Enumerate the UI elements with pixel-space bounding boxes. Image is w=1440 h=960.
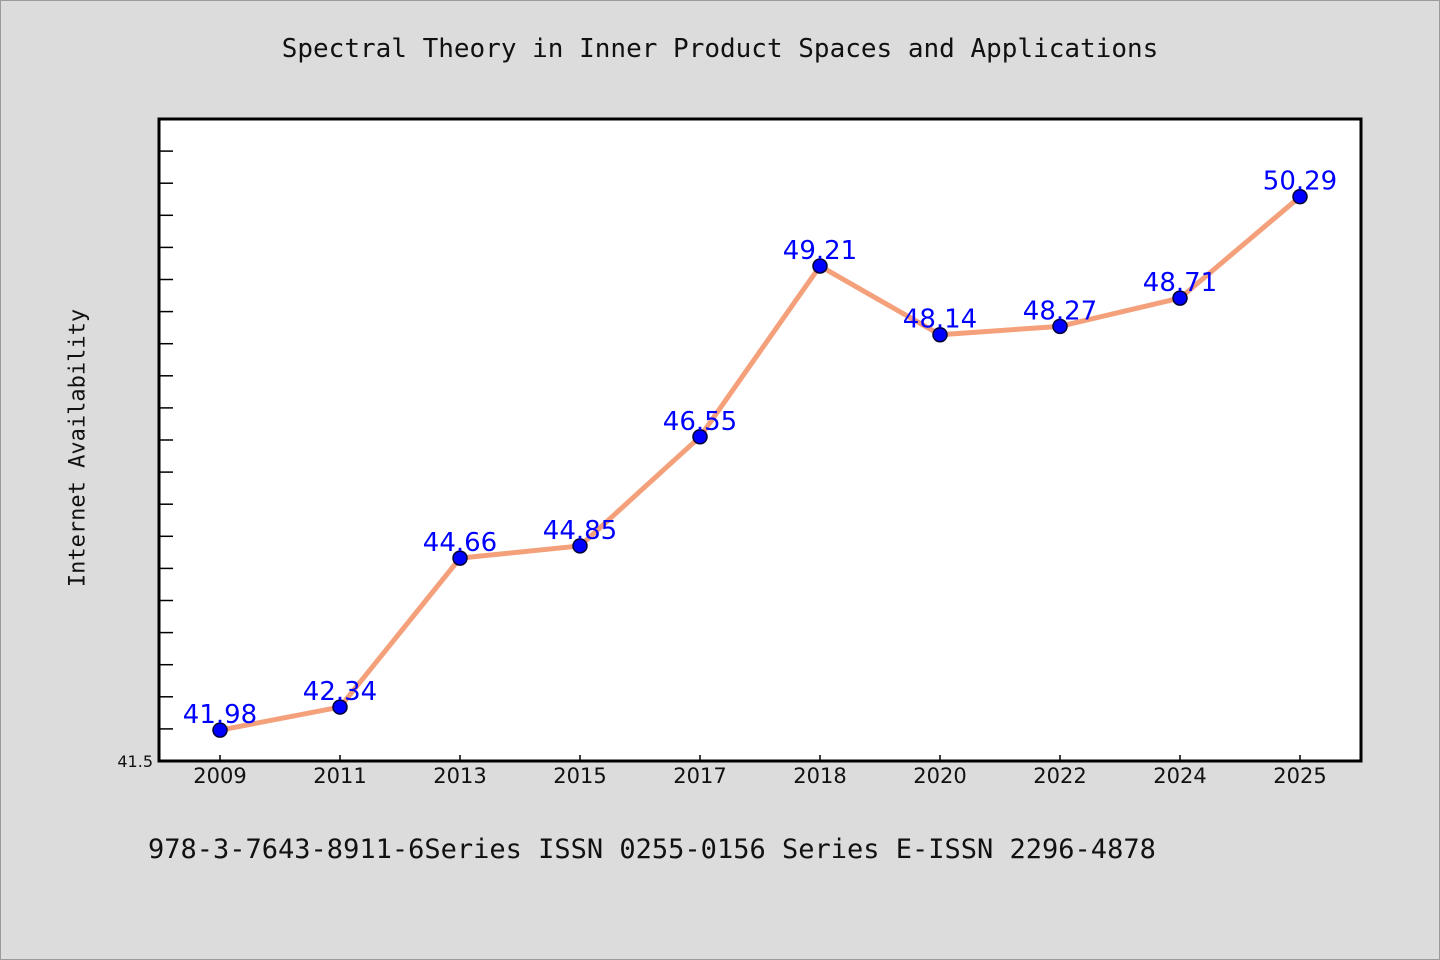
data-point — [212, 722, 228, 738]
data-label: 48.14 — [903, 305, 977, 335]
y-tick-label: 41.5 — [117, 752, 153, 771]
data-point — [1172, 290, 1188, 306]
x-tick-label: 2009 — [193, 764, 246, 788]
x-tick-label: 2022 — [1033, 764, 1086, 788]
data-label: 49.21 — [783, 236, 857, 266]
plot-area — [157, 117, 1363, 763]
x-tick-label: 2025 — [1273, 764, 1326, 788]
data-label: 48.27 — [1023, 296, 1097, 326]
data-label: 50.29 — [1263, 167, 1337, 197]
data-point — [1052, 318, 1068, 335]
data-label: 42.34 — [303, 677, 377, 707]
x-tick-label: 2024 — [1153, 764, 1206, 788]
data-point — [572, 538, 588, 554]
data-markers — [212, 188, 1308, 738]
data-point — [692, 429, 708, 445]
data-label: 44.66 — [423, 528, 497, 558]
data-label: 48.71 — [1143, 268, 1217, 298]
footer-isbn-text: 978-3-7643-8911-6Series ISSN 0255-0156 S… — [148, 834, 1156, 865]
data-label: 44.85 — [543, 516, 617, 546]
data-point — [932, 326, 948, 343]
chart-title: Spectral Theory in Inner Product Spaces … — [281, 34, 1159, 64]
x-tick-label: 2018 — [793, 764, 846, 788]
x-tick-label: 2011 — [313, 764, 366, 788]
x-tick-label: 2015 — [553, 764, 606, 788]
x-tick-label: 2013 — [433, 764, 486, 788]
x-tick-label: 2017 — [673, 764, 726, 788]
data-point — [332, 699, 348, 715]
data-label: 41.98 — [183, 700, 257, 730]
data-label: 46.55 — [663, 407, 737, 437]
x-axis-ticks: 2009 2011 2013 2015 2017 2018 2020 2022 2024 2025 — [193, 755, 1327, 788]
series-line — [219, 194, 1302, 733]
y-axis-ticks — [159, 150, 173, 730]
data-labels: 41.98 42.34 44.66 44.85 46.55 49.21 48.14 48.27… — [183, 167, 1337, 731]
data-point — [1292, 188, 1308, 205]
data-point — [812, 258, 828, 274]
data-point — [452, 550, 468, 566]
x-tick-label: 2020 — [913, 764, 966, 788]
